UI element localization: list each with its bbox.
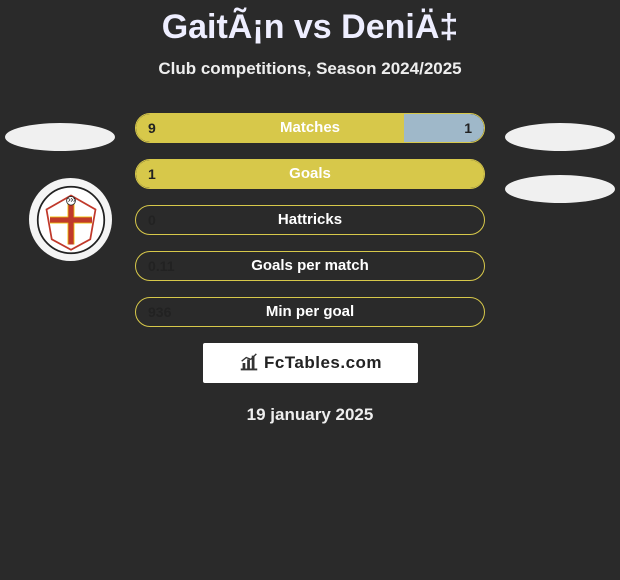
footer-brand-text: FcTables.com [264,353,382,373]
page-title: GaitÃ¡n vs DeniÄ‡ [0,8,620,47]
bar-label: Matches [136,114,484,142]
bar-label: Goals [136,160,484,188]
chart-icon [238,352,260,374]
team-logo-placeholder-right-1 [505,123,615,151]
stat-bar-goals: 1 Goals [135,159,485,189]
stat-bar-goals-per-match: 0.11 Goals per match [135,251,485,281]
stat-bar-hattricks: 0 Hattricks [135,205,485,235]
bar-label: Hattricks [136,206,484,234]
stat-bar-min-per-goal: 936 Min per goal [135,297,485,327]
bar-label: Goals per match [136,252,484,280]
subtitle: Club competitions, Season 2024/2025 [0,59,620,79]
footer-brand-box: FcTables.com [203,343,418,383]
club-badge [29,178,112,261]
team-logo-placeholder-right-2 [505,175,615,203]
club-badge-icon [36,185,106,255]
team-logo-placeholder-left-1 [5,123,115,151]
stats-bars: 9 Matches 1 1 Goals 0 Hattricks 0.11 Goa… [135,113,485,327]
bar-value-right: 1 [464,114,472,142]
date-text: 19 january 2025 [0,405,620,425]
bar-label: Min per goal [136,298,484,326]
stat-bar-matches: 9 Matches 1 [135,113,485,143]
